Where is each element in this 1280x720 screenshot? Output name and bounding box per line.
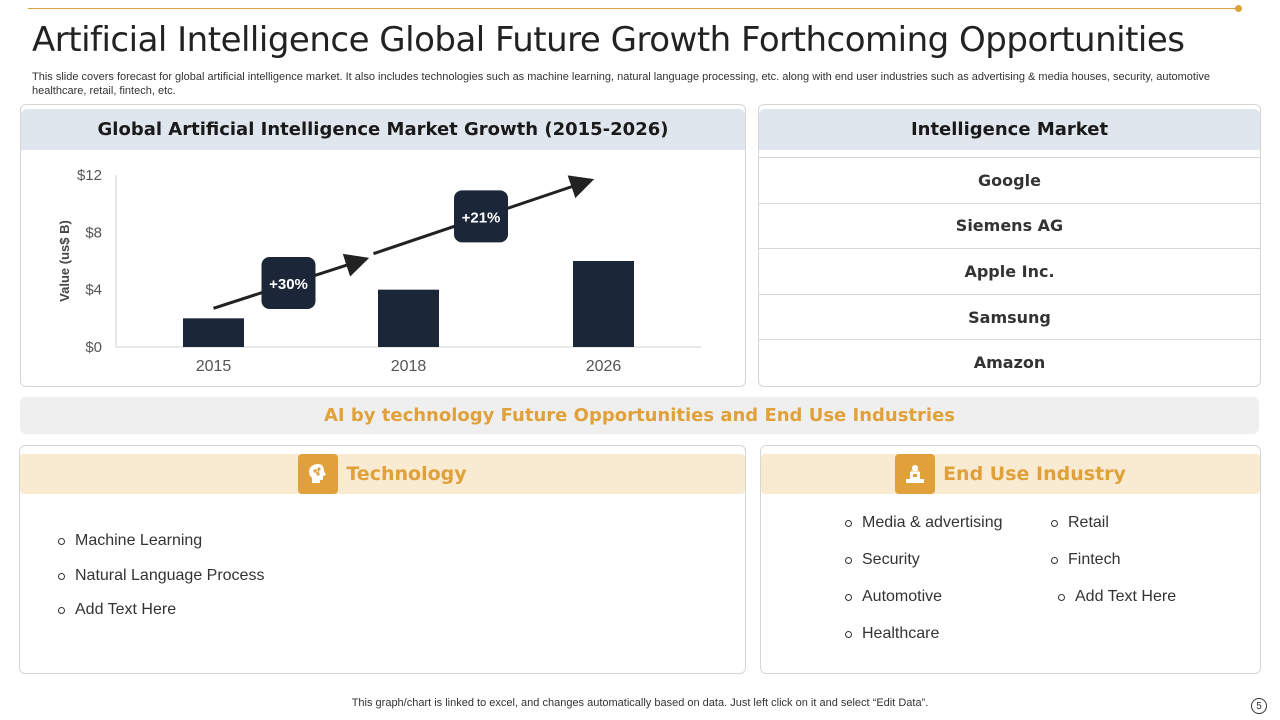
industry-title: End Use Industry [943, 463, 1126, 485]
bullet-icon [845, 593, 852, 601]
page-number: 5 [1251, 698, 1267, 714]
technology-header: Technology [20, 454, 745, 494]
bar [183, 318, 244, 347]
chart-title: Global Artificial Intelligence Market Gr… [21, 109, 745, 150]
market-growth-chart[interactable]: $0 $4 $8 $12 Value (us$ B) 2015 2018 2026 +30% +2… [21, 105, 747, 388]
growth-label: +30% [269, 276, 308, 293]
technology-panel: Technology Machine Learning Natural Lang… [19, 445, 746, 674]
market-item: Apple Inc. [759, 248, 1260, 294]
list-item: Automotive [845, 588, 942, 606]
list-item: Add Text Here [1058, 588, 1176, 606]
bullet-icon [1051, 519, 1058, 527]
footer-note: This graph/chart is linked to excel, and… [351, 697, 929, 709]
industry-worker-icon [895, 454, 936, 494]
slide-title: Artificial Intelligence Global Future Gr… [32, 20, 1185, 60]
bullet-icon [845, 556, 852, 564]
list-item: Healthcare [845, 625, 939, 643]
y-tick-label: $0 [85, 339, 102, 356]
y-tick-label: $4 [85, 282, 102, 299]
bullet-icon [1051, 556, 1058, 564]
market-item: Google [759, 157, 1260, 203]
list-item: Add Text Here [58, 601, 176, 619]
chart-panel[interactable]: Global Artificial Intelligence Market Gr… [20, 104, 746, 387]
bullet-icon [845, 519, 852, 527]
bar [573, 261, 634, 347]
industry-header: End Use Industry [761, 454, 1260, 494]
bullet-icon [58, 537, 65, 545]
market-item: Amazon [759, 339, 1260, 385]
list-item: Natural Language Process [58, 567, 264, 585]
x-tick-label: 2015 [196, 358, 232, 375]
industry-panel: End Use Industry Media & advertising Sec… [760, 445, 1261, 674]
market-list: Google Siemens AG Apple Inc. Samsung Ama… [759, 157, 1260, 385]
slide-subtitle: This slide covers forecast for global ar… [32, 71, 1211, 97]
bullet-icon [1058, 593, 1065, 601]
bullet-icon [58, 606, 65, 614]
bullet-icon [58, 572, 65, 580]
list-item: Fintech [1051, 551, 1120, 569]
list-item: Media & advertising [845, 514, 1003, 532]
growth-label: +21% [462, 209, 501, 226]
list-item: Machine Learning [58, 532, 202, 550]
top-accent-line [28, 8, 1238, 9]
list-item: Retail [1051, 514, 1109, 532]
top-accent-dot [1235, 5, 1242, 12]
market-title: Intelligence Market [759, 109, 1260, 150]
technology-title: Technology [346, 463, 467, 485]
market-item: Siemens AG [759, 202, 1260, 249]
growth-badge [454, 190, 508, 243]
x-tick-label: 2026 [586, 358, 622, 375]
market-panel: Intelligence Market Google Siemens AG Ap… [758, 104, 1261, 387]
opportunities-banner: AI by technology Future Opportunities an… [20, 397, 1259, 434]
growth-badge [261, 257, 316, 309]
market-item: Samsung [759, 293, 1260, 340]
bar [378, 289, 439, 347]
bullet-icon [845, 630, 852, 638]
y-axis-label: Value (us$ B) [57, 220, 72, 302]
list-item: Security [845, 551, 920, 569]
y-tick-label: $8 [85, 224, 102, 241]
x-tick-label: 2018 [391, 358, 427, 375]
brain-circuit-icon [298, 454, 339, 494]
y-tick-label: $12 [77, 167, 102, 184]
